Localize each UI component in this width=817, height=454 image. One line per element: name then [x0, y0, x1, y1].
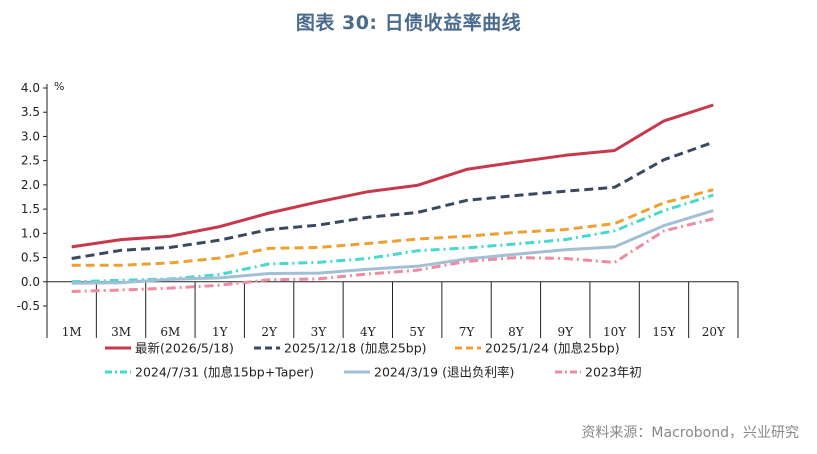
- x-tick-label: 15Y: [652, 325, 676, 339]
- legend-label-4: 2024/3/19 (退出负利率): [374, 365, 514, 380]
- y-tick-label: 4.0: [21, 81, 40, 95]
- x-tick-label: 1Y: [212, 325, 229, 339]
- legend-label-5: 2023年初: [585, 365, 642, 380]
- legend-label-0: 最新(2026/5/18): [135, 341, 234, 356]
- series-line-5: [71, 217, 714, 293]
- series-line-4: [71, 209, 714, 285]
- x-tick-label: 3M: [111, 325, 131, 339]
- x-tick-label: 4Y: [360, 325, 377, 339]
- y-tick-label: 2.5: [21, 154, 40, 168]
- y-tick-label: 0.0: [21, 275, 40, 289]
- y-tick-label: 3.5: [21, 105, 40, 119]
- series-line-2: [71, 188, 714, 267]
- y-tick-label: 2.0: [21, 178, 40, 192]
- x-tick-label: 3Y: [311, 325, 328, 339]
- series-line-0: [71, 103, 714, 249]
- x-tick-label: 1M: [62, 325, 82, 339]
- series-line-1: [71, 140, 714, 260]
- chart-title: 图表 30: 日债收益率曲线: [295, 12, 522, 34]
- x-tick-label: 20Y: [702, 325, 726, 339]
- x-tick-label: 7Y: [459, 325, 476, 339]
- legend-label-1: 2025/12/18 (加息25bp): [284, 341, 427, 356]
- source-note: 资料来源：Macrobond，兴业研究: [581, 425, 799, 441]
- series-lines: [71, 103, 714, 293]
- y-tick-label: 1.5: [21, 202, 40, 216]
- legend-label-2: 2025/1/24 (加息25bp): [485, 341, 620, 356]
- x-tick-label: 8Y: [508, 325, 525, 339]
- y-unit-label: %: [54, 80, 64, 93]
- axes: % 4.0 3.5 3.0 2.5 2.0 1.5 1.0 0.5 0.0 -0.5 1M 3M 6M 1Y…: [17, 80, 739, 339]
- x-tick-label: 10Y: [603, 325, 627, 339]
- y-tick-label: 1.0: [21, 226, 40, 240]
- x-tick-label: 9Y: [557, 325, 574, 339]
- x-tick-label: 5Y: [409, 325, 426, 339]
- y-tick-label: -0.5: [17, 299, 40, 313]
- y-tick-label: 3.0: [21, 129, 40, 143]
- x-tick-label: 6M: [160, 325, 180, 339]
- y-tick-label: 0.5: [21, 251, 40, 265]
- x-tick-label: 2Y: [261, 325, 278, 339]
- series-line-3: [71, 193, 714, 284]
- legend: 最新(2026/5/18) 2025/12/18 (加息25bp) 2025/1/2…: [105, 341, 642, 380]
- legend-label-3: 2024/7/31 (加息15bp+Taper): [135, 365, 314, 380]
